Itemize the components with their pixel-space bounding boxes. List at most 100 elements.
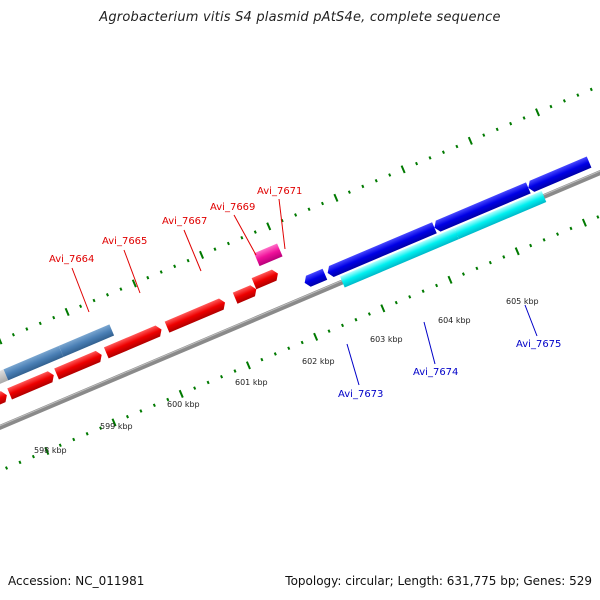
forward-label-leaders: [71, 198, 286, 313]
minor-tick: [441, 150, 445, 154]
minor-tick: [341, 323, 345, 328]
major-tick: [467, 136, 473, 145]
outer-tick-track: [0, 87, 593, 345]
minor-tick: [394, 300, 398, 305]
kbp-label-604: 604 kbp: [438, 316, 471, 325]
major-tick: [178, 389, 184, 398]
major-tick: [111, 418, 117, 427]
major-tick: [313, 332, 319, 341]
minor-tick: [25, 327, 29, 331]
major-tick: [44, 446, 50, 455]
gene-label-avi-7673[interactable]: Avi_7673: [338, 389, 383, 400]
minor-tick: [374, 178, 378, 183]
major-tick: [245, 361, 251, 370]
minor-tick: [260, 357, 264, 362]
gene-steel-2[interactable]: [58, 324, 115, 357]
gene-red-4[interactable]: [103, 324, 164, 359]
major-tick: [514, 247, 520, 256]
gene-blue-4[interactable]: [526, 156, 592, 194]
minor-tick: [549, 104, 553, 109]
major-tick: [535, 108, 541, 117]
gene-blue-1[interactable]: [302, 268, 328, 289]
major-tick: [447, 275, 453, 284]
minor-tick: [152, 403, 156, 408]
gene-blue-3[interactable]: [432, 182, 531, 233]
minor-tick: [361, 184, 365, 189]
gene-label-avi-7664[interactable]: Avi_7664: [49, 254, 94, 265]
kbp-label-600: 600 kbp: [167, 400, 200, 409]
gene-cyan-2[interactable]: [454, 190, 547, 240]
minor-tick: [589, 87, 593, 92]
minor-tick: [11, 332, 15, 337]
minor-tick: [347, 190, 351, 194]
major-tick: [380, 304, 386, 313]
minor-tick: [354, 317, 358, 322]
major-tick: [199, 250, 205, 259]
gene-label-avi-7667[interactable]: Avi_7667: [162, 216, 207, 227]
gene-cyan-1[interactable]: [339, 228, 459, 288]
gene-red-7[interactable]: [251, 268, 281, 290]
minor-tick: [273, 352, 277, 356]
major-tick: [581, 218, 587, 227]
minor-tick: [509, 121, 513, 126]
gene-steel-1[interactable]: [3, 345, 64, 381]
minor-tick: [569, 226, 573, 231]
minor-tick: [556, 232, 560, 236]
minor-tick: [562, 99, 566, 103]
minor-tick: [173, 264, 177, 269]
minor-tick: [482, 133, 486, 137]
minor-tick: [253, 230, 257, 234]
minor-tick: [327, 329, 331, 333]
gene-label-avi-7674[interactable]: Avi_7674: [413, 367, 458, 378]
accession-text: Accession: NC_011981: [8, 574, 145, 588]
major-tick: [0, 336, 3, 345]
minor-tick: [435, 283, 439, 288]
minor-tick: [105, 293, 109, 297]
minor-tick: [455, 144, 459, 149]
minor-tick: [139, 409, 143, 413]
minor-tick: [300, 340, 304, 345]
minor-tick: [79, 304, 83, 308]
gene-red-6[interactable]: [232, 284, 259, 304]
major-tick: [333, 193, 339, 202]
minor-tick: [72, 437, 76, 442]
gene-blue-2[interactable]: [325, 222, 437, 278]
minor-tick: [193, 386, 197, 390]
gene-label-avi-7671[interactable]: Avi_7671: [257, 186, 302, 197]
sequence-backbone: [0, 133, 600, 467]
minor-tick: [461, 272, 465, 276]
gene-red-5[interactable]: [164, 297, 228, 333]
major-tick: [64, 307, 70, 317]
minor-tick: [529, 243, 533, 248]
minor-tick: [58, 443, 62, 447]
minor-tick: [213, 247, 217, 251]
minor-tick: [146, 275, 150, 280]
gene-pink[interactable]: [254, 243, 283, 267]
minor-tick: [596, 215, 600, 219]
minor-tick: [125, 414, 129, 419]
minor-tick: [85, 432, 89, 436]
minor-tick: [52, 315, 56, 320]
gene-red-1[interactable]: [0, 390, 9, 412]
gene-label-avi-7669[interactable]: Avi_7669: [210, 202, 255, 213]
gene-label-avi-7665[interactable]: Avi_7665: [102, 236, 147, 247]
minor-tick: [307, 207, 311, 212]
inner-tick-track: [5, 215, 600, 470]
gene-red-3[interactable]: [54, 349, 104, 380]
minor-tick: [495, 127, 499, 132]
gene-red-2[interactable]: [7, 370, 56, 400]
kbp-label-605: 605 kbp: [506, 297, 539, 306]
major-tick: [400, 165, 406, 174]
kbp-label-602: 602 kbp: [302, 357, 335, 366]
minor-tick: [367, 312, 371, 316]
minor-tick: [220, 374, 224, 379]
minor-tick: [5, 466, 9, 470]
gene-label-avi-7675[interactable]: Avi_7675: [516, 339, 561, 350]
minor-tick: [92, 298, 96, 303]
minor-tick: [226, 241, 230, 246]
map-title: Agrobacterium vitis S4 plasmid pAtS4e, c…: [99, 10, 501, 25]
minor-tick: [421, 289, 425, 293]
minor-tick: [320, 201, 325, 206]
minor-tick: [18, 460, 22, 465]
minor-tick: [38, 321, 42, 326]
